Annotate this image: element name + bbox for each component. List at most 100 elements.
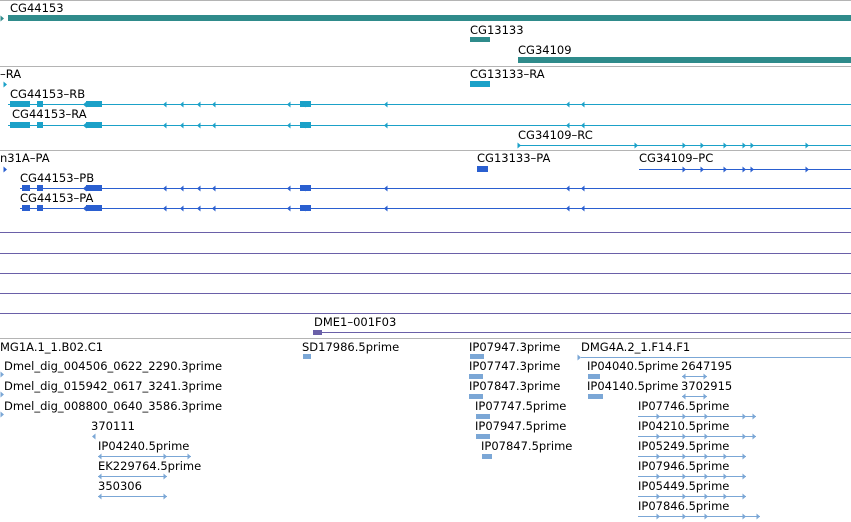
feature-label-protein[interactable]: CG44153–PA: [20, 191, 94, 205]
feature-label-transcript[interactable]: CG44153–RB: [10, 87, 86, 101]
feature-label-clone[interactable]: IP07947.5prime: [475, 419, 567, 433]
clone-glyph[interactable]: [482, 454, 492, 459]
feature-label-clone[interactable]: SD17986.5prime: [302, 340, 400, 354]
protein-exon[interactable]: [180, 205, 184, 212]
clone-arrow[interactable]: [704, 433, 709, 440]
feature-label-clone[interactable]: IP04040.5prime: [587, 359, 679, 373]
clone-arrow[interactable]: [656, 473, 661, 480]
transcript-exon[interactable]: [10, 101, 30, 107]
protein-exon[interactable]: [682, 166, 687, 173]
clone-arrow[interactable]: [723, 453, 728, 460]
clone-arrow[interactable]: [682, 453, 687, 460]
feature-label-clone[interactable]: IP04140.5prime: [587, 379, 679, 393]
clone-arrow[interactable]: [756, 513, 761, 520]
feature-label-clone[interactable]: Dmel_dig_008800_0640_3586.3prime: [4, 399, 223, 413]
feature-label-clone[interactable]: IP07747.3prime: [469, 359, 561, 373]
transcript-exon[interactable]: [163, 101, 167, 108]
transcript-exon[interactable]: [742, 142, 747, 149]
feature-label-clone[interactable]: EK229764.5prime: [98, 459, 202, 473]
protein-exon[interactable]: [212, 205, 216, 212]
feature-label-clone[interactable]: MG1A.1_1.B02.C1: [0, 340, 104, 354]
feature-label-gene[interactable]: CG13133: [470, 23, 524, 37]
feature-label-clone[interactable]: IP05449.5prime: [638, 479, 730, 493]
feature-label-protein[interactable]: CG13133–PA: [477, 151, 551, 165]
transcript-exon[interactable]: [805, 142, 810, 149]
protein-exon[interactable]: [384, 185, 388, 192]
protein-exon[interactable]: [22, 185, 30, 191]
protein-exon[interactable]: [477, 166, 488, 172]
clone-arrow[interactable]: [752, 413, 757, 420]
clone-arrow[interactable]: [98, 473, 102, 480]
feature-label-protein[interactable]: n31A–PA: [0, 151, 50, 165]
transcript-exon[interactable]: [163, 122, 167, 129]
clone-arrow[interactable]: [742, 453, 747, 460]
feature-label-clone[interactable]: 2647195: [681, 359, 733, 373]
clone-glyph[interactable]: [303, 354, 311, 359]
clone-arrow[interactable]: [742, 413, 747, 420]
clone-arrow[interactable]: [704, 513, 709, 520]
clone-arrow[interactable]: [0, 391, 5, 398]
clone-arrow[interactable]: [187, 453, 192, 460]
clone-glyph[interactable]: [469, 374, 483, 379]
transcript-exon[interactable]: [384, 122, 388, 129]
clone-arrow[interactable]: [98, 493, 102, 500]
transcript-exon[interactable]: [517, 142, 522, 149]
feature-label-clone[interactable]: IP07846.5prime: [638, 499, 730, 513]
protein-exon[interactable]: [566, 185, 570, 192]
protein-exon[interactable]: [302, 185, 306, 192]
feature-label-transcript[interactable]: CG34109–RC: [518, 128, 593, 142]
clone-arrow[interactable]: [723, 493, 728, 500]
transcript-exon[interactable]: [180, 122, 184, 129]
clone-arrow[interactable]: [163, 493, 168, 500]
transcript-exon[interactable]: [197, 101, 201, 108]
clone-glyph[interactable]: [476, 414, 490, 419]
transcript-exon[interactable]: [566, 122, 570, 129]
clone-arrow[interactable]: [682, 373, 686, 380]
transcript-exon[interactable]: [83, 122, 87, 129]
transcript-exon[interactable]: [86, 101, 102, 107]
feature-label-clone[interactable]: Dmel_dig_015942_0617_3241.3prime: [4, 379, 223, 393]
transcript-exon[interactable]: [581, 122, 585, 129]
protein-exon[interactable]: [581, 205, 585, 212]
transcript-exon[interactable]: [470, 81, 490, 87]
protein-exon[interactable]: [163, 205, 167, 212]
protein-exon[interactable]: [700, 166, 705, 173]
transcript-exon[interactable]: [10, 122, 30, 128]
feature-label-clone[interactable]: IP07747.5prime: [475, 399, 567, 413]
clone-arrow[interactable]: [704, 413, 709, 420]
transcript-exon[interactable]: [700, 142, 705, 149]
clone-arrow[interactable]: [682, 513, 687, 520]
transcript-exon[interactable]: [37, 122, 43, 128]
gene-glyph[interactable]: [518, 57, 851, 63]
transcript-exon[interactable]: [212, 122, 216, 129]
clone-arrow[interactable]: [704, 473, 709, 480]
feature-label-clone[interactable]: IP07746.5prime: [638, 399, 730, 413]
transcript-exon[interactable]: [197, 122, 201, 129]
transcript-exon[interactable]: [287, 122, 291, 129]
transcript-exon[interactable]: [3, 81, 8, 88]
clone-arrow[interactable]: [682, 413, 687, 420]
transcript-exon[interactable]: [302, 101, 306, 108]
feature-label-clone[interactable]: IP04240.5prime: [98, 439, 190, 453]
protein-exon[interactable]: [566, 205, 570, 212]
clone-arrow[interactable]: [577, 354, 582, 361]
protein-exon[interactable]: [163, 185, 167, 192]
clone-arrow[interactable]: [98, 453, 102, 460]
protein-exon[interactable]: [37, 205, 43, 211]
transcript-exon[interactable]: [287, 101, 291, 108]
gene-strand-arrow[interactable]: [0, 15, 5, 22]
protein-exon[interactable]: [212, 185, 216, 192]
transcript-exon[interactable]: [180, 101, 184, 108]
transcript-exon[interactable]: [37, 101, 43, 107]
clone-arrow[interactable]: [682, 493, 687, 500]
clone-arrow[interactable]: [0, 371, 5, 378]
clone-arrow[interactable]: [656, 453, 661, 460]
feature-label-clone[interactable]: 350306: [98, 479, 142, 493]
feature-label-clone[interactable]: Dmel_dig_004506_0622_2290.3prime: [4, 359, 223, 373]
clone-arrow[interactable]: [682, 473, 687, 480]
clone-arrow[interactable]: [92, 433, 96, 440]
misc-feature-glyph[interactable]: [313, 330, 322, 335]
clone-arrow[interactable]: [742, 433, 747, 440]
protein-exon[interactable]: [83, 185, 87, 192]
feature-label-clone[interactable]: DMG4A.2_1.F14.F1: [581, 340, 691, 354]
